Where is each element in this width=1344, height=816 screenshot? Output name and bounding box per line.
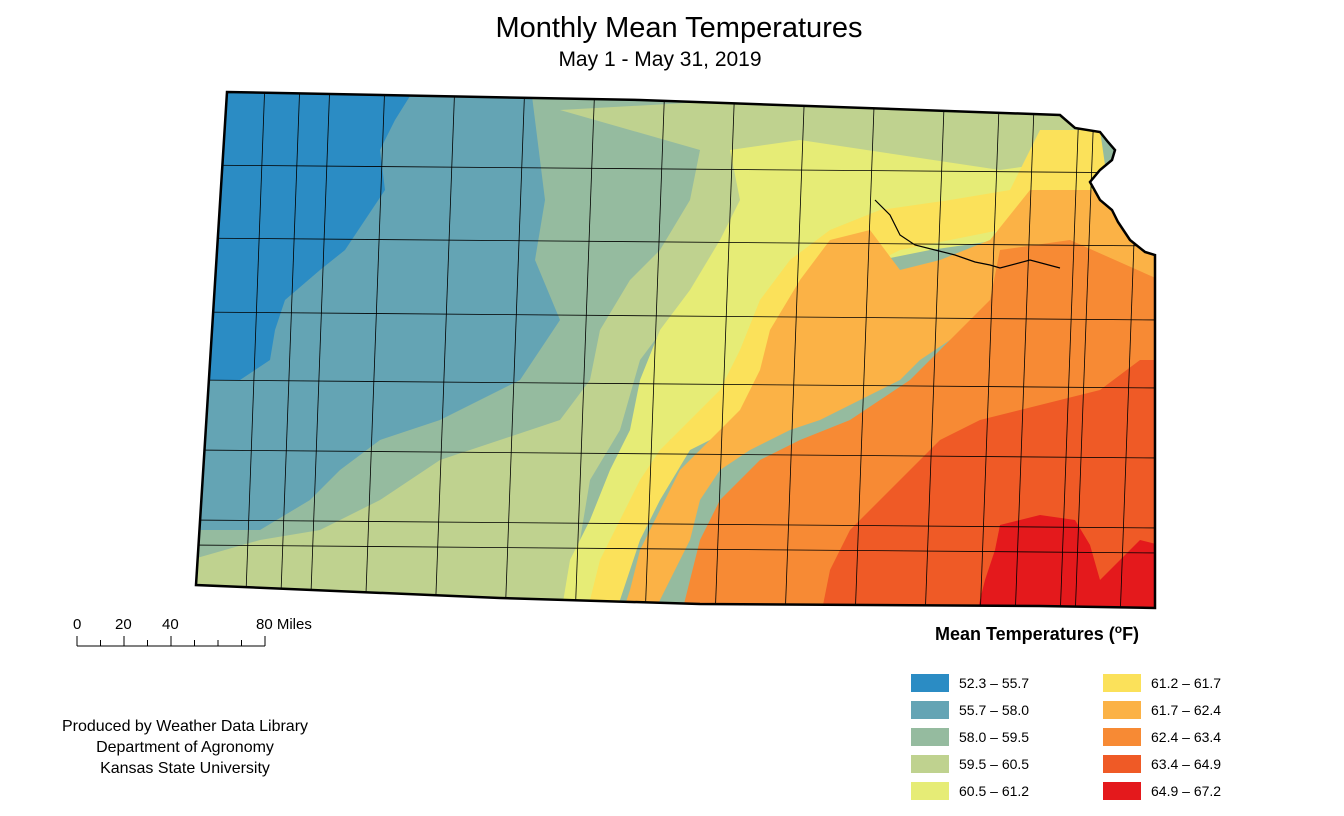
legend-label: 61.7 – 62.4 <box>1151 702 1222 718</box>
legend-label: 58.0 – 59.5 <box>959 729 1030 745</box>
credit-line-2: Department of Agronomy <box>96 739 274 756</box>
legend-swatch <box>911 701 949 719</box>
scale-label-40: 40 <box>162 616 179 633</box>
legend-label: 64.9 – 67.2 <box>1151 783 1222 799</box>
zone-52-55 <box>196 92 420 380</box>
county-boundaries <box>196 92 1155 608</box>
zone-61.2-61.7 <box>590 130 1110 608</box>
legend-swatch <box>1103 701 1141 719</box>
scale-label-20: 20 <box>115 616 132 633</box>
credit-line-3: Kansas State University <box>100 760 270 777</box>
map-title: Monthly Mean Temperatures <box>495 12 863 44</box>
credit-line-1: Produced by Weather Data Library <box>61 718 309 735</box>
legend-swatch <box>911 728 949 746</box>
legend-swatch <box>911 782 949 800</box>
legend-label: 63.4 – 64.9 <box>1151 756 1222 772</box>
legend-label: 61.2 – 61.7 <box>1151 675 1222 691</box>
scale-label-80: 80 Miles <box>256 616 312 633</box>
legend-swatch <box>1103 755 1141 773</box>
legend-title: Mean Temperatures (oF) <box>935 622 1140 644</box>
kansas-state-outline <box>194 90 1157 610</box>
zone-64.9-67.2 <box>975 515 1155 608</box>
legend-swatch <box>1103 728 1141 746</box>
legend-label: 55.7 – 58.0 <box>959 702 1030 718</box>
credits: Produced by Weather Data Library Departm… <box>30 716 340 779</box>
legend-label: 62.4 – 63.4 <box>1151 729 1222 745</box>
scale-ruler <box>76 636 266 647</box>
legend-swatch <box>911 674 949 692</box>
legend-label: 60.5 – 61.2 <box>959 783 1030 799</box>
legend-swatch <box>1103 782 1141 800</box>
scale-bar: 0 20 40 80 Miles <box>70 616 330 656</box>
legend-label: 52.3 – 55.7 <box>959 675 1030 691</box>
legend-label: 59.5 – 60.5 <box>959 756 1030 772</box>
scale-label-0: 0 <box>73 616 82 633</box>
legend-swatch <box>911 755 949 773</box>
map-subtitle: May 1 - May 31, 2019 <box>558 48 762 71</box>
legend-swatch <box>1103 674 1141 692</box>
temperature-zones <box>196 92 1155 608</box>
